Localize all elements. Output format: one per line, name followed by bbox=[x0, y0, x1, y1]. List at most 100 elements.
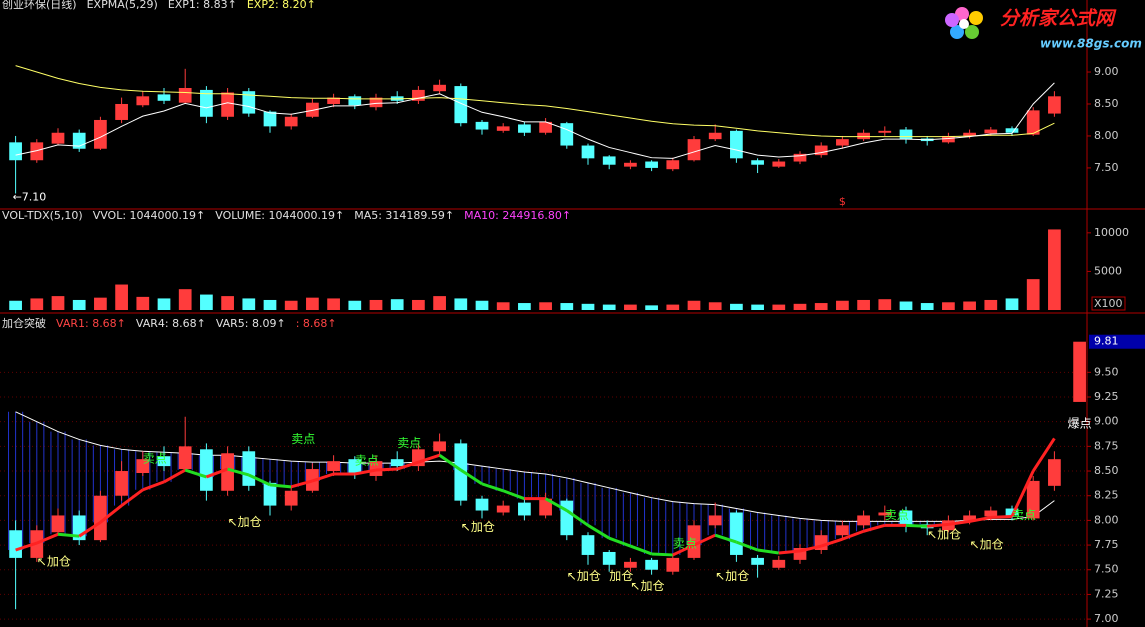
volume-bar bbox=[51, 296, 65, 310]
candle-body bbox=[390, 459, 404, 467]
volume-bar bbox=[72, 299, 86, 310]
candle-body bbox=[242, 451, 256, 486]
volume-bar bbox=[518, 303, 531, 310]
candle-body bbox=[200, 449, 213, 491]
candle-body bbox=[369, 97, 383, 108]
candle-body bbox=[539, 121, 552, 133]
var1-segment bbox=[99, 504, 123, 524]
candle-body bbox=[751, 557, 764, 565]
volume-bar bbox=[369, 299, 383, 310]
volume-bar bbox=[496, 302, 510, 310]
volume-bar bbox=[920, 303, 934, 310]
candle-body bbox=[666, 557, 680, 572]
candle-body bbox=[1026, 480, 1040, 519]
candle-body bbox=[157, 456, 171, 467]
var1-segment bbox=[651, 552, 673, 557]
var1-segment bbox=[565, 509, 589, 527]
var1-segment bbox=[587, 524, 610, 540]
y-tick-label: 9.25 bbox=[1094, 390, 1119, 403]
volume-bar bbox=[539, 302, 552, 310]
y-tick-label: 7.00 bbox=[1094, 612, 1119, 625]
candle-body bbox=[51, 132, 65, 144]
legend-item: EXP2: 8.20↑ bbox=[247, 0, 316, 11]
candle-body bbox=[136, 459, 150, 474]
candle-body bbox=[136, 96, 150, 106]
candle-body bbox=[984, 129, 998, 134]
var1-segment bbox=[714, 533, 737, 544]
var1-segment bbox=[481, 482, 504, 493]
y-tick-label: 7.50 bbox=[1094, 161, 1119, 174]
candle-body bbox=[963, 132, 976, 136]
candle-body bbox=[899, 129, 913, 140]
legend-item: EXP1: 8.83↑ bbox=[168, 0, 237, 11]
volume-bar bbox=[730, 303, 743, 310]
candle-body bbox=[348, 96, 362, 106]
candle-body bbox=[9, 530, 22, 558]
volume-bar bbox=[1005, 298, 1019, 310]
legend-item: VAR4: 8.68↑ bbox=[136, 317, 206, 330]
candle-body bbox=[263, 111, 277, 127]
candle-body bbox=[496, 505, 510, 513]
signal-label: 卖点 bbox=[397, 436, 421, 450]
y-tick-label: 8.75 bbox=[1094, 439, 1119, 452]
signal-label: ↖加仓 bbox=[37, 554, 71, 568]
var1-segment bbox=[629, 544, 653, 556]
candle-body bbox=[433, 441, 446, 452]
var1-segment bbox=[799, 544, 822, 553]
signal-label: 卖点 bbox=[673, 537, 697, 551]
candle-body bbox=[94, 119, 107, 149]
volume-bar bbox=[433, 296, 446, 310]
candle-body bbox=[645, 161, 658, 168]
volume-bar bbox=[772, 304, 786, 310]
low-label: ←7.10 bbox=[13, 190, 47, 203]
candle-body bbox=[348, 459, 362, 474]
candle-body bbox=[857, 132, 870, 140]
var1-segment bbox=[248, 473, 271, 487]
volume-bar bbox=[878, 299, 892, 310]
var1-segment bbox=[841, 529, 865, 541]
y-tick-label: 8.00 bbox=[1094, 513, 1119, 526]
candle-body bbox=[602, 156, 616, 165]
var1-segment bbox=[927, 522, 949, 528]
var1-segment bbox=[969, 515, 992, 523]
legend-item: VAR1: 8.68↑ bbox=[56, 317, 126, 330]
y-tick-label: 8.50 bbox=[1094, 464, 1119, 477]
candle-body bbox=[624, 561, 637, 568]
signal-label: 卖点 bbox=[143, 452, 167, 466]
volume-bar bbox=[1048, 229, 1061, 310]
candle-body bbox=[645, 559, 658, 570]
legend-item: EXPMA(5,29) bbox=[87, 0, 158, 11]
volume-bar bbox=[666, 304, 680, 310]
candle-body bbox=[475, 121, 489, 130]
volume-bar bbox=[602, 304, 616, 310]
signal-label: ↖加仓 bbox=[927, 528, 961, 542]
unit-box bbox=[1091, 296, 1126, 311]
candle-body bbox=[857, 515, 870, 526]
var1-segment bbox=[820, 537, 843, 548]
candle-body bbox=[836, 525, 849, 536]
volume-bar bbox=[178, 289, 192, 310]
volume-bar bbox=[708, 302, 722, 310]
var1-segment bbox=[354, 468, 377, 476]
candle-body bbox=[475, 498, 489, 511]
var1-segment bbox=[672, 543, 695, 557]
volume-bar bbox=[814, 303, 828, 310]
legend-item: VAR5: 8.09↑ bbox=[216, 317, 286, 330]
candle-body bbox=[518, 124, 531, 133]
var1-segment bbox=[544, 497, 568, 512]
candle-body bbox=[539, 498, 552, 516]
logo-url: www.88gs.com bbox=[1040, 37, 1142, 51]
volume-bar bbox=[560, 303, 574, 310]
candle-body bbox=[602, 551, 616, 565]
legend-item: : 8.68↑ bbox=[296, 317, 337, 330]
signal-label: 卖点 bbox=[291, 432, 315, 446]
volume-bar bbox=[857, 299, 870, 310]
candle-body bbox=[963, 515, 976, 521]
candle-body bbox=[327, 97, 340, 104]
candle-body bbox=[433, 84, 446, 92]
y-tick-label: 9.00 bbox=[1094, 415, 1119, 428]
var1-segment bbox=[438, 454, 462, 472]
candle-body bbox=[708, 132, 722, 140]
volume-bar bbox=[963, 301, 976, 310]
candle-body bbox=[284, 490, 298, 506]
